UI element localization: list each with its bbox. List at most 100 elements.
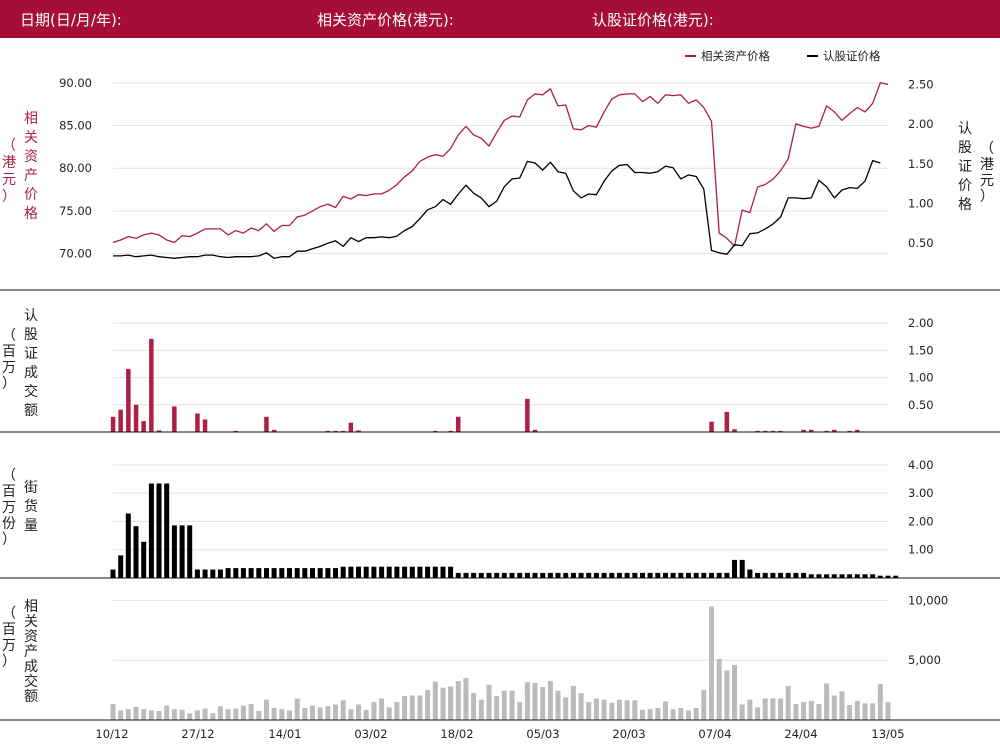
bar [478,699,484,720]
line-marks [112,82,889,259]
bar [325,706,331,720]
x-tick-label: 24/04 [784,727,817,741]
bar [202,419,208,432]
bar [709,572,714,578]
bar [402,696,408,720]
bar [279,709,285,720]
bar [716,659,722,720]
bar [478,572,484,578]
bar [409,566,415,578]
bar [156,430,162,432]
y-tick-left: 80.00 [59,161,92,175]
bar [425,566,431,578]
bar [824,430,829,432]
x-tick-label: 05/03 [526,727,559,741]
bar [640,709,645,720]
bar [210,713,216,720]
bar [563,572,569,578]
bar [233,430,238,432]
bar [133,706,139,720]
bar [877,684,883,720]
bar [755,430,760,432]
bar [816,574,822,578]
bar [847,705,853,720]
bar [141,709,147,720]
y-tick-right: 3.00 [908,486,934,500]
bar [632,700,638,720]
y-tick-left: 70.00 [59,247,92,261]
bar [187,713,193,720]
bar [525,398,530,432]
bar [179,709,185,720]
bar [125,513,131,578]
bar [126,368,131,432]
bar [379,698,385,720]
bar [709,421,714,432]
y-tick-left: 75.00 [59,204,92,218]
bar [716,572,722,578]
bar [624,700,630,720]
bar [164,483,170,578]
bar [363,566,369,578]
bar [893,575,899,578]
bar [133,404,139,432]
bar [655,572,661,578]
bar [547,572,553,578]
y-tick-right: 10,000 [908,593,948,607]
bar [570,572,576,578]
bar [793,703,799,720]
bar [141,541,147,578]
chart-area: 90.00 85.00 80.00 75.00 70.00 2.50 2.00 1.50 1.0… [0,49,1000,741]
bar [448,430,453,432]
bar [609,702,615,720]
bar [471,572,477,578]
bar [110,569,116,578]
bar [847,574,853,578]
bar [271,568,277,578]
bar [578,572,584,578]
bar [317,707,323,720]
bar [240,705,246,720]
bar [356,430,361,432]
y-label-text: 认股证成交额 [24,308,38,419]
bar [133,526,139,578]
bar [616,699,622,720]
bar [877,575,883,578]
bar [294,568,300,578]
bar [110,703,116,720]
bar [540,572,546,578]
bar [647,709,653,720]
bar [271,708,277,720]
bar [762,698,768,720]
bar [809,429,814,432]
bar [256,711,262,720]
bar [148,483,154,578]
bar [432,566,438,578]
bar [325,430,331,432]
bar [524,682,530,720]
bar [854,700,860,720]
y-label-text: 街货量 [24,480,38,534]
bar [256,568,262,578]
x-tick-label: 27/12 [181,727,214,741]
bar [425,690,431,720]
bar [118,555,124,578]
bar [578,693,584,720]
warrant-price-label: 认股证价格(港元): [592,11,714,29]
y-label-unit: （百万份） [2,468,16,548]
y-label-unit: （百万） [2,328,16,392]
bar [217,706,223,720]
bar [433,430,438,432]
bar [693,708,699,720]
bar [793,572,799,578]
bar [325,568,331,578]
bar [348,422,354,432]
bar [555,572,561,578]
bar [678,572,684,578]
y-tick-right: 2.50 [908,77,934,91]
bar [440,687,446,720]
y-tick-right: 1.50 [908,343,934,357]
bar [770,430,776,432]
x-tick-label: 13/05 [871,727,904,741]
bar [394,702,400,720]
